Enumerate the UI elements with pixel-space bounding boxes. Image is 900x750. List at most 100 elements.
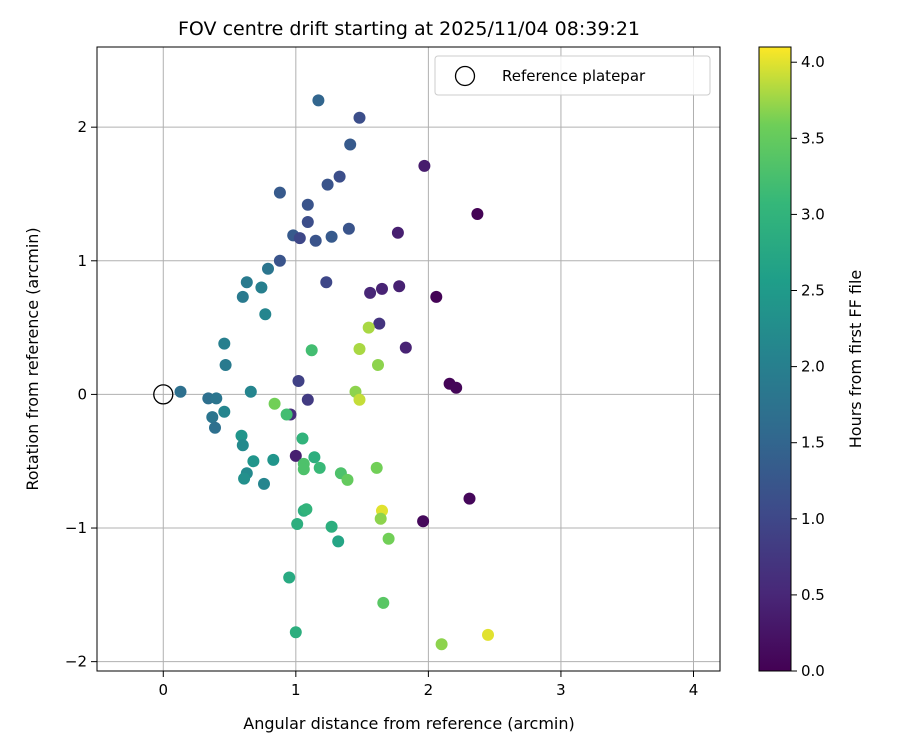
data-point: [267, 453, 280, 466]
x-axis-title: Angular distance from reference (arcmin): [243, 714, 574, 733]
data-point: [344, 138, 357, 151]
data-point: [255, 281, 268, 294]
colorbar-tick-label: 1.0: [801, 510, 825, 528]
x-tick-label: 1: [291, 681, 301, 699]
data-point: [301, 198, 314, 211]
colorbar-frame: [758, 46, 792, 672]
data-point: [325, 230, 338, 243]
data-point: [471, 208, 484, 220]
data-point: [273, 186, 286, 199]
data-point: [312, 94, 325, 107]
data-point: [300, 503, 313, 516]
data-point: [210, 392, 223, 405]
data-point: [289, 626, 302, 639]
data-point: [418, 159, 431, 172]
data-point: [482, 628, 494, 641]
legend: Reference platepar: [434, 55, 711, 96]
data-point: [399, 341, 412, 354]
data-point: [308, 451, 321, 464]
data-point: [236, 439, 249, 452]
y-tick-label: 0: [77, 385, 87, 403]
data-point: [240, 276, 253, 289]
data-point: [353, 393, 366, 406]
data-point: [280, 408, 293, 421]
data-point: [305, 344, 318, 357]
data-point: [362, 321, 375, 334]
data-point: [374, 512, 387, 525]
y-tick-label: −2: [65, 653, 87, 671]
data-point: [219, 359, 232, 371]
data-point: [325, 520, 338, 533]
data-point: [393, 280, 406, 293]
data-point: [235, 429, 248, 442]
data-points: [174, 94, 494, 651]
data-point: [247, 455, 260, 468]
y-axis-ticks: −2 −1 0 1 2: [65, 118, 97, 671]
x-tick-label: 0: [159, 681, 169, 699]
data-point: [320, 276, 333, 289]
colorbar-tick-label: 2.5: [801, 282, 825, 300]
data-point: [301, 216, 314, 228]
data-point: [321, 178, 334, 191]
plot-area: [97, 47, 720, 671]
data-point: [364, 286, 377, 299]
reference-point: [153, 384, 174, 405]
grid: [97, 47, 720, 671]
data-point: [353, 111, 366, 124]
data-point: [377, 596, 390, 609]
data-point: [174, 385, 187, 398]
data-point: [435, 638, 448, 651]
data-point: [259, 308, 272, 321]
data-point: [273, 254, 286, 267]
data-point: [341, 473, 354, 486]
data-point: [218, 337, 231, 350]
data-point: [372, 359, 384, 371]
legend-box: [434, 55, 711, 96]
data-point: [289, 449, 302, 462]
data-point: [391, 226, 404, 239]
colorbar-title: Hours from first FF file: [846, 270, 865, 449]
data-point: [373, 317, 386, 330]
chart-title: FOV centre drift starting at 2025/11/04 …: [178, 18, 640, 40]
y-tick-label: −1: [65, 519, 87, 537]
colorbar-ticks: 0.0 0.5 1.0 1.5 2.0 2.5 3.0 3.5 4.0: [791, 53, 825, 680]
colorbar-tick-label: 1.5: [801, 434, 825, 452]
data-point: [218, 405, 231, 418]
colorbar-tick-label: 4.0: [801, 53, 825, 71]
data-point: [430, 290, 443, 303]
colorbar-tick-label: 0.5: [801, 586, 825, 604]
data-point: [333, 170, 346, 183]
data-point: [353, 343, 366, 355]
plot-frame: [96, 46, 721, 672]
data-point: [309, 234, 322, 247]
data-point: [296, 432, 309, 445]
colorbar: [759, 47, 791, 671]
y-axis-title: Rotation from reference (arcmin): [23, 227, 42, 490]
data-point: [342, 222, 355, 235]
data-point: [376, 282, 388, 295]
y-tick-label: 2: [77, 118, 87, 136]
data-point: [370, 461, 383, 474]
data-point: [417, 515, 430, 528]
data-point: [258, 477, 270, 490]
data-point: [236, 290, 249, 303]
colorbar-tick-label: 0.0: [801, 662, 825, 680]
data-point: [292, 375, 305, 387]
data-point: [332, 535, 345, 548]
colorbar-tick-label: 3.0: [801, 205, 825, 223]
colorbar-tick-label: 3.5: [801, 129, 825, 147]
data-point: [382, 532, 395, 545]
reference-layer: [153, 384, 174, 405]
data-point: [209, 421, 221, 434]
data-point: [293, 232, 306, 245]
data-point: [297, 463, 310, 476]
data-point: [244, 385, 257, 398]
x-tick-label: 4: [689, 681, 699, 699]
data-point: [206, 411, 219, 424]
y-tick-label: 1: [77, 252, 87, 270]
data-point: [262, 262, 274, 275]
x-tick-label: 3: [556, 681, 566, 699]
data-point: [313, 461, 326, 474]
x-tick-label: 2: [424, 681, 434, 699]
